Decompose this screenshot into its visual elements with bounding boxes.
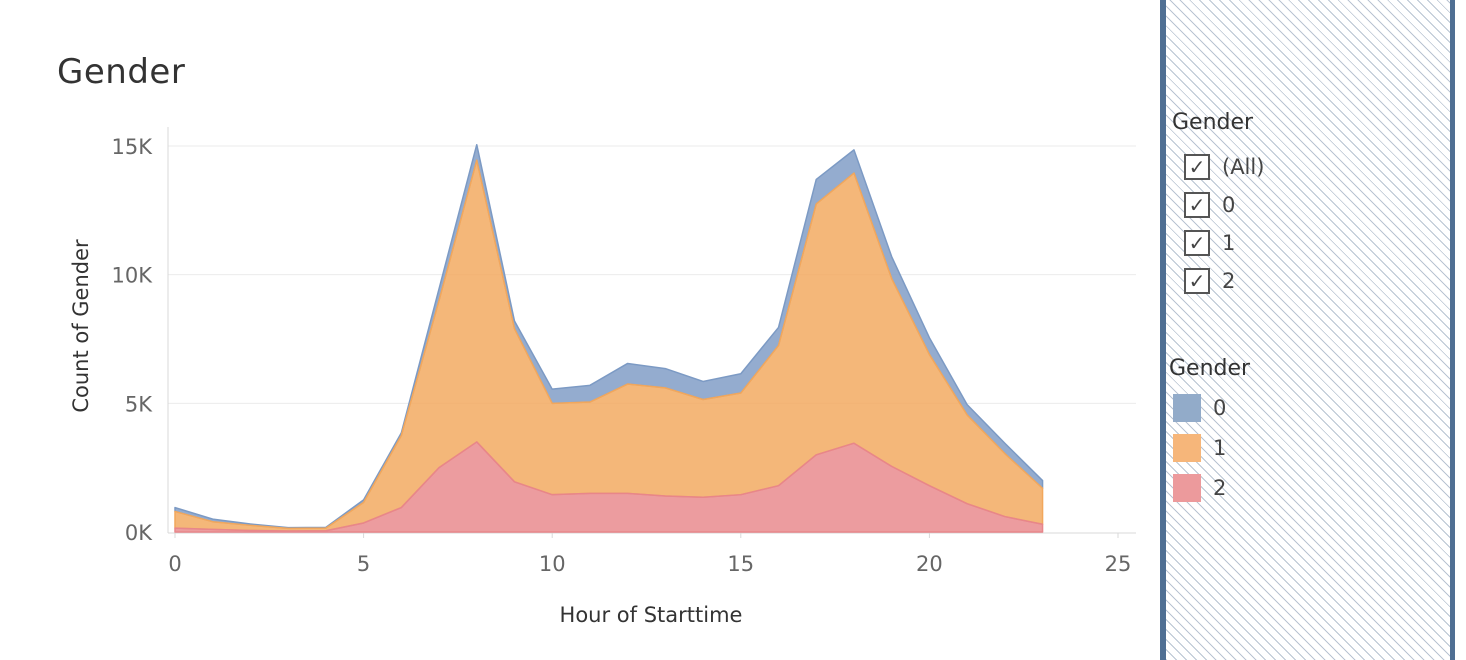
legend-swatch (1173, 394, 1201, 422)
filter-item-label: 0 (1222, 193, 1236, 217)
filter-item-all[interactable]: ✓ (All) (1184, 151, 1264, 183)
legend-swatch (1173, 434, 1201, 462)
filter-item-label: 2 (1222, 269, 1236, 293)
y-tick-label: 0K (125, 521, 153, 545)
filter-title: Gender (1172, 110, 1254, 135)
filter-item-label: (All) (1222, 155, 1265, 179)
x-tick-label: 20 (916, 552, 943, 576)
filter-item-2[interactable]: ✓ 2 (1184, 265, 1235, 297)
x-tick-label: 0 (168, 552, 181, 576)
filter-item-1[interactable]: ✓ 1 (1184, 227, 1235, 259)
page-title: Gender (57, 52, 186, 92)
side-pane (1166, 0, 1450, 660)
legend-item-label: 2 (1213, 476, 1227, 500)
x-tick-label: 5 (357, 552, 370, 576)
pane-divider (1160, 0, 1166, 660)
pane-edge (1455, 0, 1466, 660)
x-tick-label: 10 (539, 552, 566, 576)
legend-item-0[interactable]: 0 (1173, 394, 1226, 422)
legend-item-label: 0 (1213, 396, 1227, 420)
checkbox-icon[interactable]: ✓ (1184, 230, 1210, 256)
filter-item-0[interactable]: ✓ 0 (1184, 189, 1235, 221)
legend-item-1[interactable]: 1 (1173, 434, 1226, 462)
legend-title: Gender (1169, 356, 1251, 381)
legend-item-label: 1 (1213, 436, 1227, 460)
area-series-1 (174, 159, 1044, 532)
area-chart: 0K 5K 10K 15K 0 5 10 15 20 25 Hour of Starttime Cou… (69, 127, 1136, 627)
y-axis-title: Count of Gender (69, 239, 93, 413)
legend-item-2[interactable]: 2 (1173, 474, 1226, 502)
checkbox-icon[interactable]: ✓ (1184, 192, 1210, 218)
checkbox-icon[interactable]: ✓ (1184, 268, 1210, 294)
legend-swatch (1173, 474, 1201, 502)
pane-divider-right (1450, 0, 1455, 660)
x-axis-title: Hour of Starttime (560, 603, 743, 627)
area-series-2 (174, 441, 1044, 533)
x-tick-label: 25 (1105, 552, 1132, 576)
checkbox-icon[interactable]: ✓ (1184, 154, 1210, 180)
x-tick-label: 15 (727, 552, 754, 576)
y-tick-label: 10K (112, 264, 154, 288)
y-tick-label: 5K (125, 392, 153, 416)
filter-item-label: 1 (1222, 231, 1236, 255)
y-tick-label: 15K (112, 135, 154, 159)
